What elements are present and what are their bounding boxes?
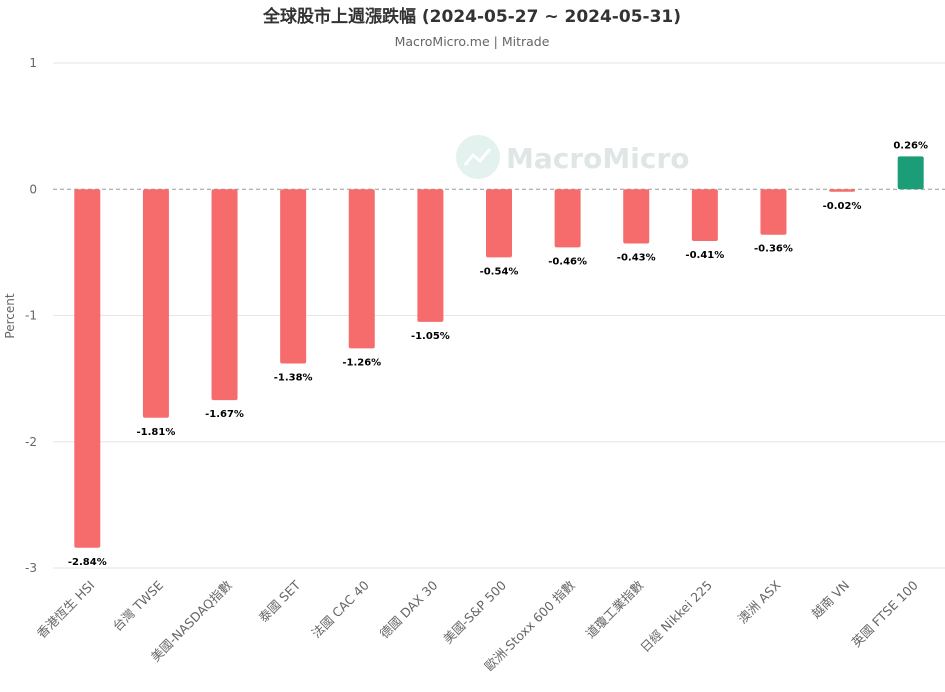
data-label: -2.84% — [68, 557, 107, 568]
bar[interactable] — [417, 189, 444, 322]
data-label: -1.05% — [411, 331, 450, 342]
watermark: MacroMicro — [456, 135, 690, 179]
y-tick-label: -3 — [25, 561, 37, 575]
y-tick-label: -1 — [25, 309, 37, 323]
data-label: 0.26% — [893, 140, 928, 151]
y-tick-label: 1 — [29, 56, 37, 70]
chart-subtitle: MacroMicro.me | Mitrade — [395, 34, 550, 49]
bar[interactable] — [897, 156, 924, 190]
bar[interactable] — [74, 189, 101, 548]
bar[interactable] — [623, 189, 650, 244]
data-label: -0.46% — [548, 256, 587, 267]
data-label: -1.38% — [274, 372, 313, 383]
y-axis-label: Percent — [3, 293, 17, 338]
bar[interactable] — [280, 189, 307, 364]
x-tick-label: 台灣 TWSE — [110, 577, 167, 634]
bar[interactable] — [691, 189, 718, 242]
x-tick-label: 香港恆生 HSI — [34, 578, 98, 642]
bar[interactable] — [348, 189, 375, 349]
data-label: -1.81% — [137, 427, 176, 438]
x-tick-label: 越南 VN — [808, 578, 852, 622]
data-label: -1.26% — [342, 357, 381, 368]
chart-title: 全球股市上週漲跌幅 (2024-05-27 ~ 2024-05-31) — [262, 6, 681, 27]
x-tick-label: 美國-S&P 500 — [440, 577, 509, 646]
x-tick-label: 道瓊工業指數 — [583, 577, 647, 641]
bar[interactable] — [211, 189, 238, 401]
data-label: -0.54% — [480, 266, 519, 277]
bar[interactable] — [486, 189, 512, 258]
bar[interactable] — [829, 189, 856, 192]
data-label: -0.36% — [754, 244, 793, 255]
y-tick-label: 0 — [29, 182, 37, 196]
x-tick-label: 泰國 SET — [256, 577, 304, 625]
x-tick-label: 法國 CAC 40 — [309, 577, 372, 640]
bar[interactable] — [760, 189, 787, 235]
x-tick-label: 德國 DAX 30 — [377, 577, 441, 641]
data-label: -1.67% — [205, 409, 244, 420]
data-label: -0.41% — [685, 250, 724, 261]
bar[interactable] — [142, 189, 169, 418]
x-tick-label: 日經 Nikkei 225 — [637, 578, 715, 656]
x-tick-label: 澳洲 ASX — [735, 577, 784, 626]
y-tick-label: -2 — [25, 435, 37, 449]
data-label: -0.02% — [823, 201, 862, 212]
bar[interactable] — [554, 189, 581, 248]
data-label: -0.43% — [617, 253, 656, 264]
svg-text:MacroMicro: MacroMicro — [506, 142, 690, 175]
x-tick-label: 英國 FTSE 100 — [849, 577, 921, 649]
